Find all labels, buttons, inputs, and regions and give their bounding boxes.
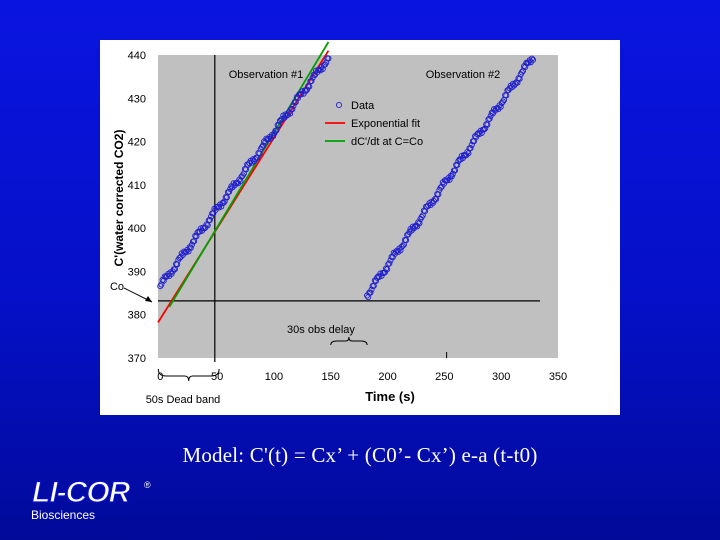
data-point	[529, 56, 537, 63]
registered-mark: ®	[144, 480, 151, 490]
data-point	[180, 248, 188, 255]
data-point	[386, 260, 393, 267]
tangent-line	[168, 41, 330, 308]
data-point	[275, 122, 282, 129]
data-point	[187, 244, 194, 251]
chart-panel: 370 380 390 400 410 420 430 440 0 50 100 150 200 250 3…	[100, 40, 620, 415]
data-point	[528, 55, 535, 62]
data-point	[418, 213, 425, 221]
x-tick-label: 300	[492, 371, 510, 383]
legend: Data Exponential fit dC'/dt at C=Co	[325, 100, 423, 148]
y-axis-title: C'(water corrected CO2)	[112, 130, 126, 267]
logo-wordmark: LI-COR	[32, 476, 131, 509]
data-point	[486, 115, 493, 122]
data-point	[437, 184, 444, 191]
y-tick-label: 370	[128, 353, 146, 365]
axes: 370 380 390 400 410 420 430 440 0 50 100 150 200 250 3…	[112, 50, 567, 404]
x-tick-label: 50	[211, 371, 223, 383]
x-tick-label: 350	[549, 371, 567, 383]
data-point	[206, 216, 213, 224]
data-point	[516, 75, 523, 82]
dead-band-brace	[157, 368, 220, 382]
data-point	[174, 261, 181, 268]
data-point	[416, 220, 423, 227]
x-tick-label: 150	[322, 371, 340, 383]
y-tick-label: 380	[128, 310, 146, 322]
y-tick-label: 410	[128, 180, 146, 192]
data-point	[220, 199, 227, 206]
annotation-dead-band: 50s Dead band	[146, 394, 221, 406]
data-point	[499, 98, 506, 105]
data-point	[263, 135, 270, 142]
data-point	[452, 167, 459, 174]
model-equation: Model: C'(t) = Cx’ + (C0’- Cx’) e-a (t-t…	[182, 443, 538, 467]
data-points	[157, 55, 537, 301]
data-point	[237, 177, 244, 185]
y-tick-label: 400	[128, 223, 146, 235]
data-point	[367, 289, 374, 296]
x-axis-title: Time (s)	[365, 389, 415, 404]
data-point	[325, 55, 332, 62]
licor-logo: LI-COR ®	[31, 475, 151, 509]
x-tick-label: 0	[157, 371, 163, 383]
data-point	[474, 131, 481, 138]
legend-label: Exponential fit	[351, 118, 420, 130]
data-point	[308, 77, 315, 85]
data-point	[490, 106, 498, 113]
data-point	[270, 133, 277, 140]
data-point	[411, 223, 419, 230]
legend-label: Data	[351, 100, 375, 112]
data-point	[200, 224, 207, 231]
data-point	[518, 69, 525, 76]
data-point	[302, 87, 309, 94]
data-point	[176, 255, 183, 262]
data-point	[226, 188, 233, 195]
x-tick-label: 100	[265, 371, 283, 383]
annotation-observation-2: Observation #2	[426, 69, 501, 81]
data-point	[193, 233, 200, 240]
data-point	[157, 283, 164, 290]
obs-delay-brace	[330, 336, 368, 346]
data-point	[289, 106, 296, 113]
annotations: Observation #1 Observation #2 Co 50s Dead b…	[110, 69, 500, 406]
data-point	[497, 103, 504, 110]
annotation-co: Co	[110, 281, 124, 293]
y-tick-label: 440	[128, 50, 146, 62]
co-pointer-arrowhead	[145, 296, 152, 302]
data-point	[454, 161, 461, 169]
data-point	[448, 173, 455, 180]
data-point	[435, 191, 442, 198]
legend-label: dC'/dt at C=Co	[351, 136, 423, 148]
y-tick-label: 430	[128, 93, 146, 105]
x-tick-label: 200	[378, 371, 396, 383]
annotation-obs-delay: 30s obs delay	[287, 324, 355, 336]
y-tick-label: 420	[128, 137, 146, 149]
plot-area	[158, 55, 558, 358]
data-point	[467, 144, 474, 152]
data-point	[399, 242, 406, 249]
chart: 370 380 390 400 410 420 430 440 0 50 100 150 200 250 3…	[110, 41, 567, 406]
x-tick-label: 250	[435, 371, 453, 383]
legend-marker-data	[335, 101, 343, 109]
data-point	[258, 144, 265, 151]
logo-subtitle: Biosciences	[31, 508, 96, 522]
y-tick-label: 390	[128, 266, 146, 278]
data-point	[480, 126, 488, 133]
annotation-observation-1: Observation #1	[229, 69, 304, 81]
